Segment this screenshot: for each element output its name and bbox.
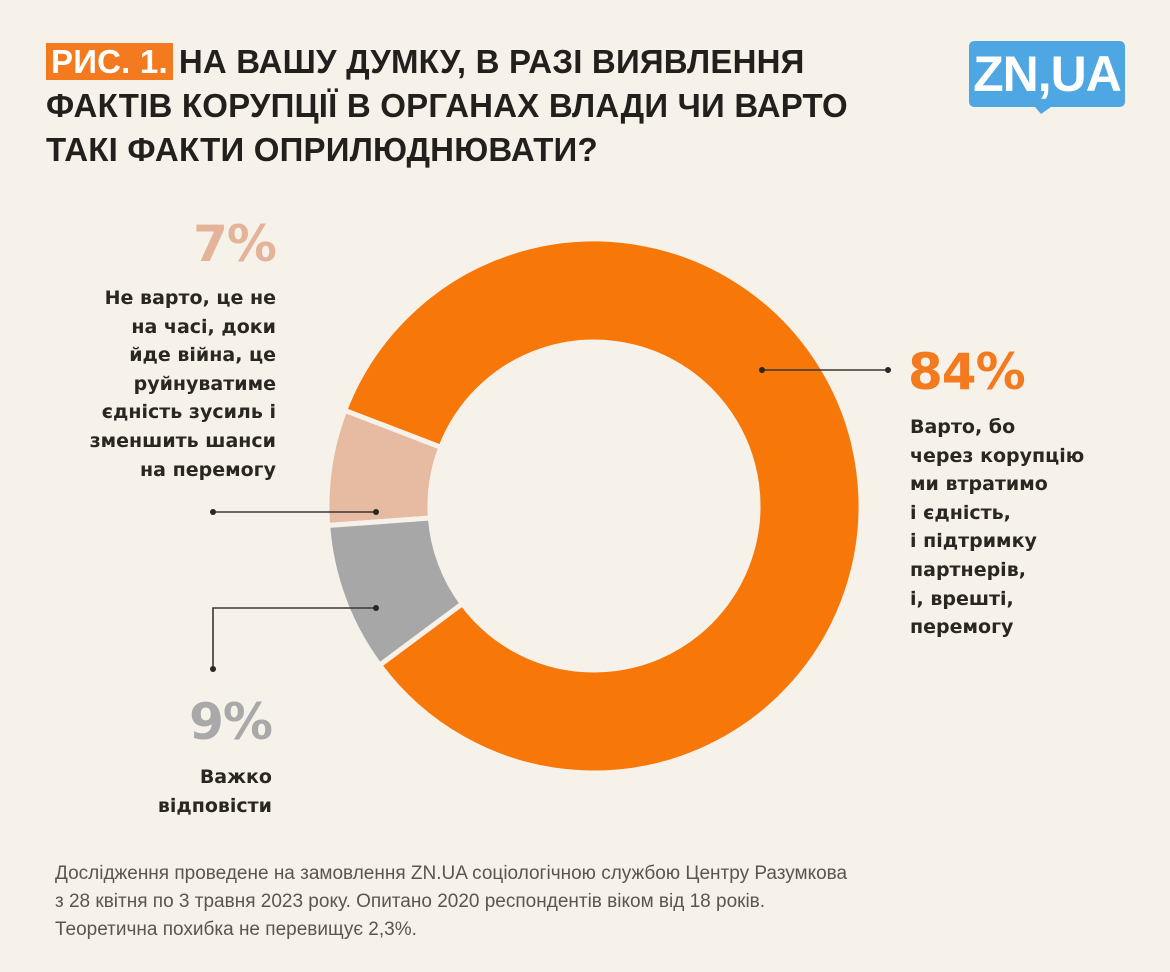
title-text: НА ВАШУ ДУМКУ, В РАЗІ ВИЯВЛЕННЯ ФАКТІВ К…: [46, 43, 848, 168]
label-line: і підтримку: [910, 530, 1037, 553]
footnote-line: Дослідження проведене на замовлення ZN.U…: [55, 863, 848, 884]
value-label-hard: 9%: [189, 693, 273, 751]
connector-line-hard: [212, 607, 376, 669]
label-line: Важко: [199, 766, 272, 788]
connector-dot-hard-end: [210, 666, 216, 672]
label-line: ми втратимо: [910, 473, 1048, 496]
figure-tag: РИС. 1.: [46, 43, 173, 80]
chart-title: РИС. 1. НА ВАШУ ДУМКУ, В РАЗІ ВИЯВЛЕННЯ Ф…: [46, 40, 926, 172]
label-line: відповісти: [157, 794, 272, 817]
value-label-no: 7%: [193, 215, 277, 273]
label-line: Не варто, це не: [104, 287, 276, 309]
label-line: партнерів,: [910, 558, 1026, 581]
connector-dot-yes-start: [759, 367, 765, 373]
category-label-yes: Варто, бо через корупцію ми втратимо і є…: [910, 413, 1084, 642]
label-line: Варто, бо: [910, 416, 1016, 438]
connector-dot-hard-start: [373, 605, 379, 611]
connector-dot-no-end: [210, 509, 216, 515]
speech-bubble-icon: [969, 41, 1125, 114]
label-line: зменшить шанси: [89, 429, 276, 452]
label-line: і єдність,: [910, 501, 1011, 524]
connector-dot-yes-end: [885, 367, 891, 373]
label-line: на перемогу: [140, 458, 276, 481]
label-line: на часі, доки: [131, 315, 276, 338]
label-line: руйнуватиме: [133, 372, 276, 395]
label-line: єдність зусиль і: [101, 401, 276, 424]
label-line: йде війна, це: [129, 344, 276, 367]
label-line: і, врешті,: [910, 587, 1014, 610]
zn-ua-logo: ZN,UA: [969, 41, 1125, 114]
connector-dot-no-start: [373, 509, 379, 515]
logo-text: ZN,UA: [973, 46, 1122, 102]
donut-slice-yes: [341, 236, 864, 776]
footnote: Дослідження проведене на замовлення ZN.U…: [55, 860, 1055, 944]
footnote-line: з 28 квітня по 3 травня 2023 року. Опита…: [55, 891, 766, 912]
value-label-yes: 84%: [908, 343, 1026, 401]
category-label-hard: Важко відповісти: [100, 763, 272, 820]
label-line: через корупцію: [910, 444, 1085, 467]
category-label-no: Не варто, це не на часі, доки йде війна,…: [40, 284, 276, 484]
footnote-line: Теоретична похибка не перевищує 2,3%.: [55, 919, 417, 940]
label-line: перемогу: [910, 616, 1014, 639]
